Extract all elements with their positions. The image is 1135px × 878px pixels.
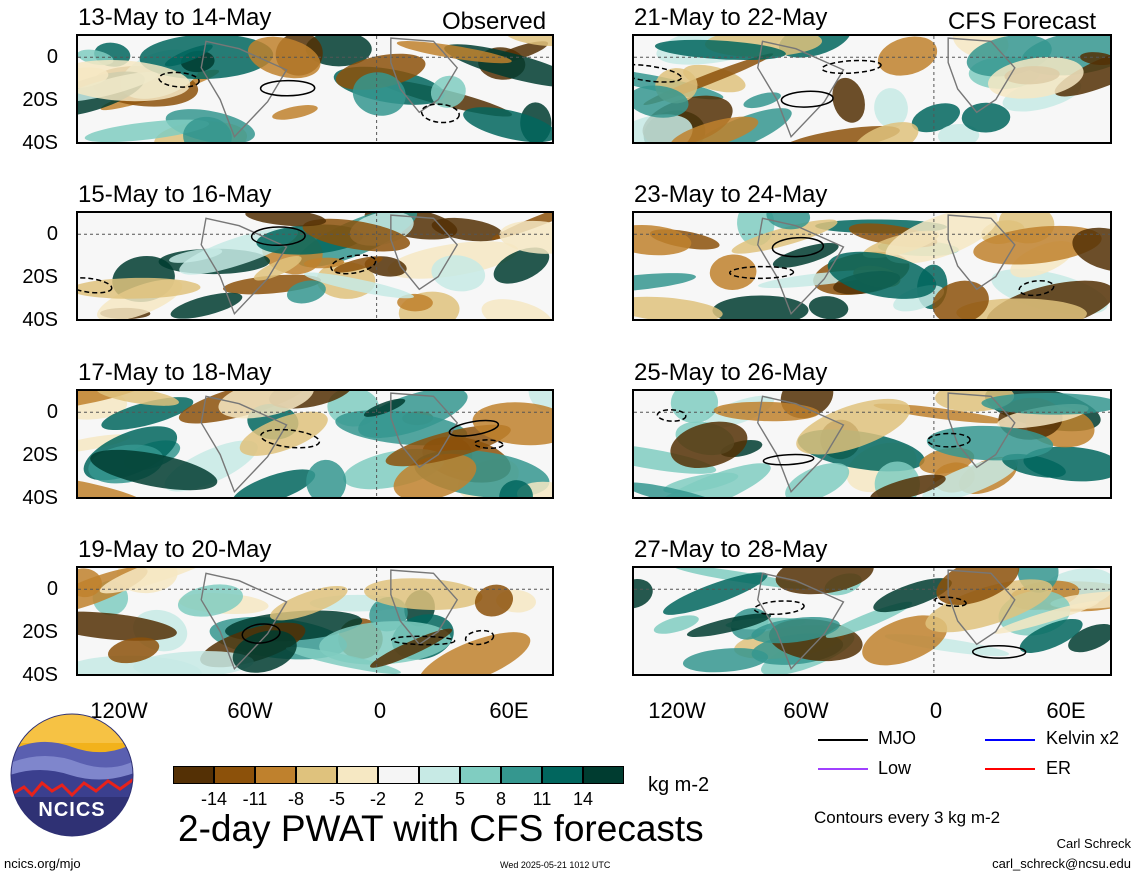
pwat-map [76, 34, 554, 144]
legend-swatch-low [818, 768, 868, 770]
x-tick: 60E [489, 698, 529, 723]
pwat-map [632, 211, 1112, 321]
y-tick: 20S [22, 266, 58, 288]
map-field [78, 568, 552, 674]
colorbar-label: -11 [242, 789, 268, 809]
x-tick: 0 [929, 698, 943, 723]
colorbar-swatch [378, 766, 419, 784]
y-tick: 40S [22, 664, 58, 686]
colorbar-swatch [419, 766, 460, 784]
colorbar-swatch [173, 766, 214, 784]
pwat-map [632, 34, 1112, 144]
colorbar-swatch [501, 766, 542, 784]
map-field [78, 391, 552, 497]
pwat-map [76, 211, 554, 321]
y-tick: 0 [46, 578, 58, 600]
panel-tag: CFS Forecast [948, 8, 1097, 35]
colorbar-swatch [214, 766, 255, 784]
colorbar-swatch [255, 766, 296, 784]
y-tick: 0 [46, 46, 58, 68]
colorbar-label: 5 [454, 789, 466, 809]
y-tick: 0 [46, 223, 58, 245]
y-tick: 40S [22, 309, 58, 331]
panel-title: 27-May to 28-May [634, 536, 828, 563]
panel-title: 21-May to 22-May [634, 4, 828, 31]
legend-label-er: ER [1046, 758, 1072, 778]
y-tick: 20S [22, 621, 58, 643]
panel-title: 23-May to 24-May [634, 181, 828, 208]
pwat-map [632, 389, 1112, 499]
panel-title: 15-May to 16-May [78, 181, 272, 208]
footer-author: Carl Schreck [1056, 836, 1131, 851]
y-tick: 0 [46, 401, 58, 423]
x-tick: 0 [373, 698, 387, 723]
pwat-map [76, 389, 554, 499]
x-tick: 60W [227, 698, 273, 723]
y-tick: 20S [22, 444, 58, 466]
legend-swatch-kelvin [985, 739, 1035, 741]
colorbar-label: -14 [200, 789, 228, 809]
colorbar-label: 14 [572, 789, 594, 809]
map-field [634, 568, 1110, 674]
main-title: 2-day PWAT with CFS forecasts [178, 808, 704, 849]
y-tick: 40S [22, 487, 58, 509]
panel-tag: Observed [442, 8, 547, 35]
y-tick: 40S [22, 132, 58, 154]
contours-note: Contours every 3 kg m-2 [814, 808, 1001, 827]
colorbar-label: -2 [369, 789, 387, 809]
logo-graphic [10, 713, 134, 837]
panel-title: 17-May to 18-May [78, 359, 272, 386]
legend-label-mjo: MJO [878, 728, 916, 748]
colorbar-label: 2 [413, 789, 425, 809]
footer-timestamp: Wed 2025-05-21 1012 UTC [500, 860, 611, 870]
legend-swatch-mjo [818, 739, 868, 741]
colorbar-label: 8 [495, 789, 507, 809]
panel-title: 19-May to 20-May [78, 536, 272, 563]
map-field [634, 213, 1110, 319]
logo-text: NCICS [38, 799, 106, 821]
colorbar-unit: kg m-2 [648, 774, 710, 796]
pwat-map [632, 566, 1112, 676]
colorbar-swatch [542, 766, 583, 784]
pwat-map [76, 566, 554, 676]
map-field [78, 213, 552, 319]
colorbar-swatch [583, 766, 624, 784]
legend-label-low: Low [878, 758, 912, 778]
footer-url[interactable]: ncics.org/mjo [4, 856, 81, 871]
map-field [634, 36, 1110, 142]
x-tick: 60E [1046, 698, 1086, 723]
ncics-logo: NCICS [10, 713, 134, 837]
footer-email[interactable]: carl_schreck@ncsu.edu [992, 856, 1131, 871]
map-field [634, 391, 1110, 497]
legend-label-kelvin: Kelvin x2 [1046, 728, 1120, 748]
colorbar-swatch [337, 766, 378, 784]
colorbar-label: -5 [328, 789, 346, 809]
panel-title: 13-May to 14-May [78, 4, 272, 31]
colorbar-swatch [296, 766, 337, 784]
colorbar-label: -8 [287, 789, 305, 809]
panel-title: 25-May to 26-May [634, 359, 828, 386]
colorbar-swatch [460, 766, 501, 784]
x-tick: 120W [90, 698, 148, 723]
colorbar-label: 11 [532, 789, 552, 809]
x-tick: 120W [648, 698, 706, 723]
map-field [78, 36, 552, 142]
legend-swatch-er [985, 768, 1035, 770]
x-tick: 60W [783, 698, 829, 723]
y-tick: 20S [22, 89, 58, 111]
